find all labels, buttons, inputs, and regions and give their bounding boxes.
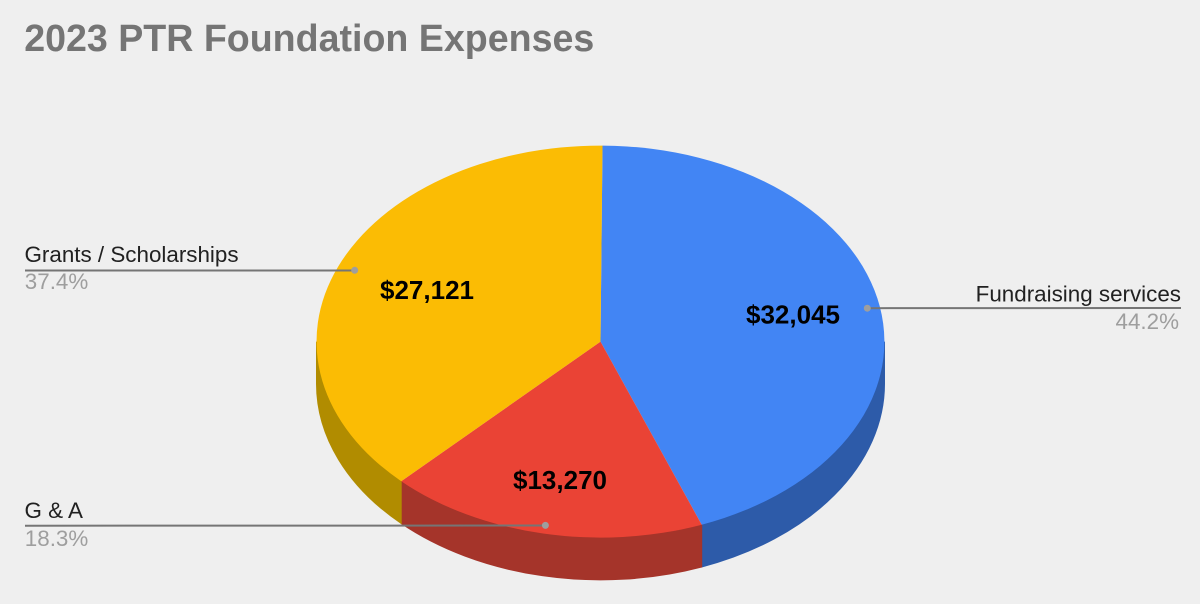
svg-text:G & A: G & A xyxy=(25,498,84,523)
svg-text:Grants / Scholarships: Grants / Scholarships xyxy=(25,242,239,267)
svg-text:$32,045: $32,045 xyxy=(746,300,840,330)
svg-text:$13,270: $13,270 xyxy=(513,465,607,495)
svg-text:2023 PTR Foundation Expenses: 2023 PTR Foundation Expenses xyxy=(24,17,594,59)
svg-text:18.3%: 18.3% xyxy=(25,526,89,551)
svg-text:44.2%: 44.2% xyxy=(1116,309,1180,334)
svg-text:$27,121: $27,121 xyxy=(380,275,474,305)
svg-text:Fundraising services: Fundraising services xyxy=(976,282,1181,307)
svg-text:37.4%: 37.4% xyxy=(25,269,89,294)
